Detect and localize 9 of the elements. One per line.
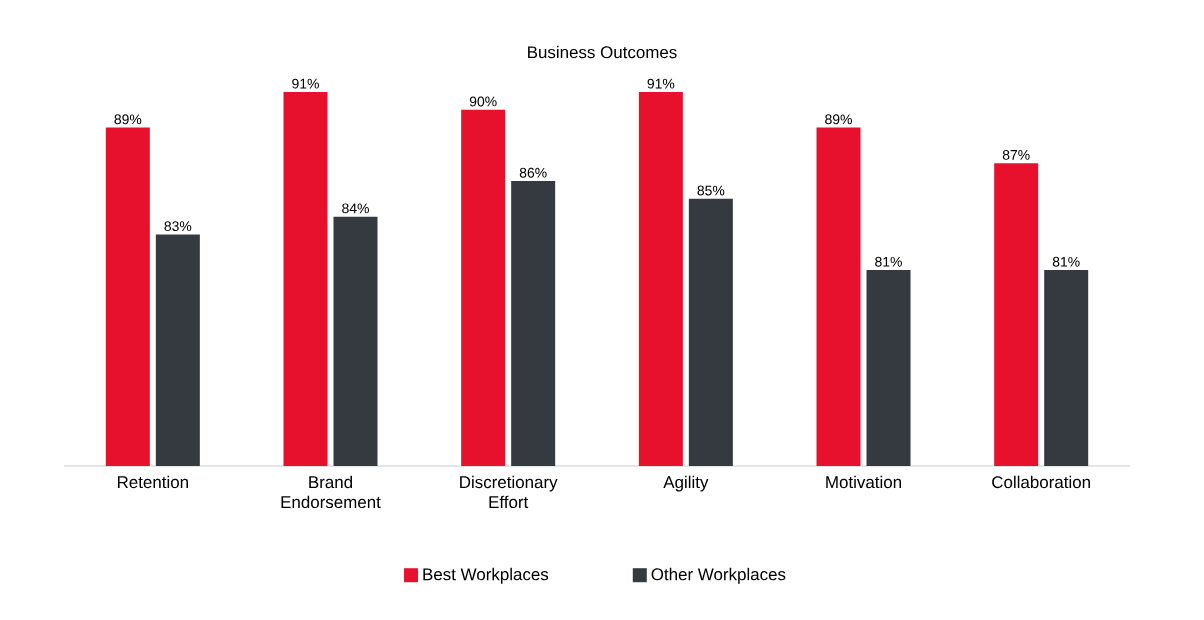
chart-title: Business Outcomes [528, 45, 677, 59]
x-tick-label: Discretionary Effort [460, 475, 558, 509]
x-tick-label: Brand Endorsement [281, 475, 381, 509]
x-tick-label: Agility [663, 475, 709, 492]
legend-label: Other Workplaces [651, 567, 786, 584]
x-tick-label: Motivation [826, 475, 901, 489]
legend-label: Best Workplaces [423, 567, 549, 584]
x-tick-label: Retention [117, 475, 188, 489]
x-tick-label: Collaboration [992, 475, 1090, 489]
